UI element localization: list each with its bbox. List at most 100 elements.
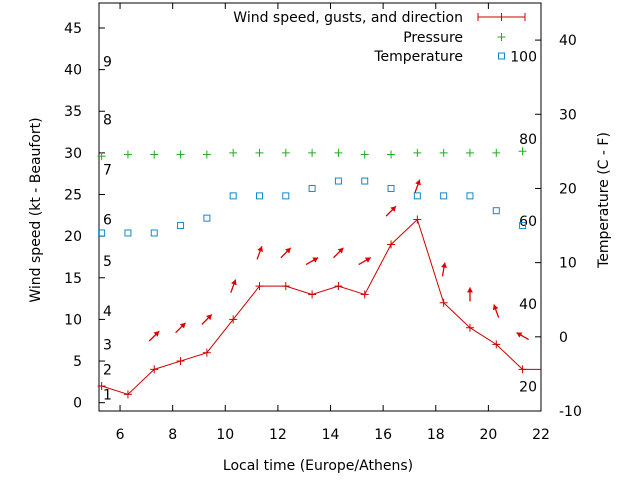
temperature-point — [150, 229, 158, 237]
pressure-point — [150, 150, 159, 159]
right-tick-label: 0 — [559, 330, 568, 346]
wind-arrow — [148, 330, 160, 342]
wind-arrow — [441, 262, 447, 277]
beaufort-label: 2 — [103, 362, 112, 378]
right-tick-label: 40 — [559, 33, 577, 49]
x-tick-label: 18 — [427, 427, 445, 443]
pressure-point — [202, 150, 211, 159]
wind-arrow — [201, 313, 213, 325]
pressure-point — [229, 148, 238, 157]
fahrenheit-label: 60 — [519, 214, 537, 230]
x-tick-label: 8 — [168, 427, 177, 443]
right-tick-label: 10 — [559, 256, 577, 272]
x-tick-label: 20 — [479, 427, 497, 443]
temperature-point — [440, 192, 448, 200]
legend-label: Pressure — [403, 30, 463, 46]
left-axis-title: Wind speed (kt - Beaufort) — [28, 117, 44, 302]
pressure-point — [439, 148, 448, 157]
wind-point — [387, 240, 396, 249]
fahrenheit-label: 100 — [510, 49, 537, 65]
left-tick-label: 10 — [64, 312, 82, 328]
pressure-point — [360, 150, 369, 159]
wind-point — [439, 298, 448, 307]
wind-point — [413, 215, 422, 224]
temperature-point — [203, 214, 211, 222]
beaufort-label: 6 — [103, 212, 112, 228]
wind-point — [150, 365, 159, 374]
pressure-point — [387, 150, 396, 159]
pressure-point — [123, 150, 132, 159]
beaufort-labels: 1 2 3 4 5 6 7 8 9 — [103, 54, 112, 403]
wind-point — [492, 340, 501, 349]
wind-point — [334, 282, 343, 291]
temperature-point — [282, 192, 290, 200]
wind-arrow — [492, 304, 500, 318]
beaufort-label: 9 — [103, 54, 112, 70]
beaufort-label: 3 — [103, 337, 112, 353]
wind-arrow — [358, 257, 372, 266]
pressure-point — [255, 148, 264, 157]
temperature-point — [413, 192, 421, 200]
wind-arrow — [230, 279, 237, 293]
legend-pressure-marker — [497, 33, 506, 41]
fahrenheit-labels: 20 40 60 80 100 — [510, 49, 537, 395]
temperature-point — [308, 184, 316, 192]
pressure-point — [176, 150, 185, 159]
right-tick-label: -10 — [559, 404, 582, 420]
pressure-point — [97, 152, 106, 161]
legend-label: Temperature — [373, 49, 463, 65]
beaufort-label: 4 — [103, 304, 112, 320]
pressure-point — [308, 148, 317, 157]
temperature-point — [98, 229, 106, 237]
wind-point — [308, 290, 317, 299]
wind-line — [99, 218, 541, 395]
wind-series — [97, 215, 541, 399]
wind-point — [360, 290, 369, 299]
temperature-point — [229, 192, 237, 200]
wind-point — [518, 365, 527, 374]
fahrenheit-label: 20 — [519, 380, 537, 396]
x-axis-ticks: 6 8 10 12 14 16 18 20 22 — [116, 3, 550, 443]
beaufort-label: 8 — [103, 113, 112, 129]
plot-border — [98, 2, 542, 412]
left-tick-label: 45 — [64, 21, 82, 37]
right-axis-title: Temperature (C - F) — [596, 132, 612, 269]
legend-wind-marker — [497, 13, 506, 21]
x-tick-label: 22 — [532, 427, 550, 443]
pressure-series — [97, 147, 527, 161]
pressure-point — [492, 148, 501, 157]
right-tick-label: 20 — [559, 181, 577, 197]
x-axis-title: Local time (Europe/Athens) — [223, 458, 413, 474]
legend-temperature-marker — [498, 52, 505, 60]
fahrenheit-label: 40 — [519, 297, 537, 313]
wind-point — [123, 390, 132, 399]
pressure-point — [465, 148, 474, 157]
beaufort-label: 7 — [103, 163, 112, 179]
right-tick-label: 30 — [559, 107, 577, 123]
wind-point — [176, 357, 185, 366]
wind-arrow — [466, 287, 473, 302]
pressure-point — [334, 148, 343, 157]
wind-point — [465, 323, 474, 332]
left-tick-label: 30 — [64, 146, 82, 162]
wind-arrow — [305, 257, 319, 266]
left-tick-label: 25 — [64, 188, 82, 204]
temperature-point — [255, 192, 263, 200]
legend-label: Wind speed, gusts, and direction — [233, 10, 463, 26]
temperature-point — [387, 184, 395, 192]
left-tick-label: 0 — [73, 396, 82, 412]
wind-arrow — [256, 245, 263, 260]
x-tick-label: 6 — [116, 427, 125, 443]
wind-point — [281, 282, 290, 291]
left-tick-label: 40 — [64, 63, 82, 79]
wind-point — [97, 382, 106, 391]
wind-arrow — [516, 331, 529, 341]
temperature-point — [466, 192, 474, 200]
wind-arrow — [414, 179, 421, 193]
wind-point — [229, 315, 238, 324]
temperature-point — [177, 222, 185, 230]
x-tick-label: 12 — [269, 427, 287, 443]
legend: Wind speed, gusts, and direction Pressure… — [233, 10, 526, 65]
temperature-point — [334, 177, 342, 185]
